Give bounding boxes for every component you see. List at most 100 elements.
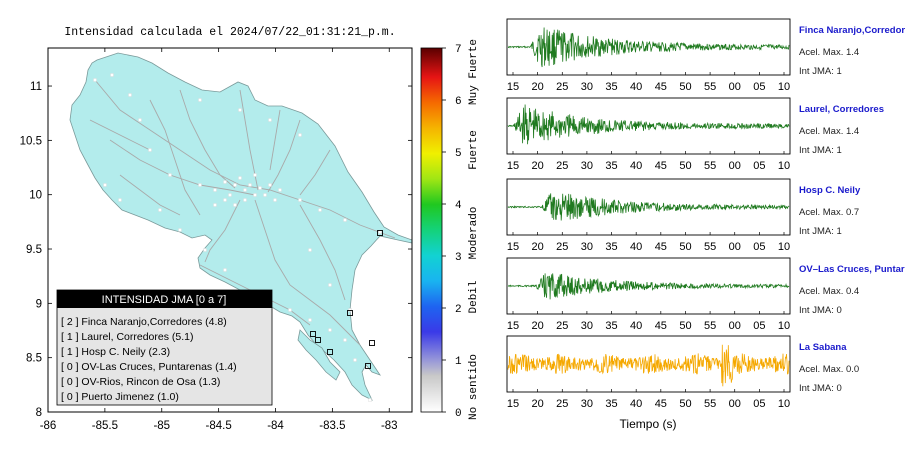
station-marker <box>315 337 321 343</box>
town-marker <box>343 338 347 342</box>
seismogram-trace <box>507 344 790 387</box>
town-marker <box>298 133 302 137</box>
town-marker <box>308 318 312 322</box>
seismogram-tick-label: 15 <box>507 160 519 172</box>
colorbar-label: Moderado <box>468 207 480 260</box>
seismogram-xlabel: Tiempo (s) <box>620 417 677 431</box>
seismogram-tick-label: 30 <box>581 81 593 93</box>
colorbar-ticks: 0 1 2 3 4 5 6 7 <box>442 44 462 420</box>
seismogram-tick-label: 00 <box>729 241 741 253</box>
seismogram-tick-label: 20 <box>532 241 544 253</box>
road <box>109 139 256 196</box>
town-marker <box>168 173 172 177</box>
seismogram-tick-label: 50 <box>679 81 691 93</box>
intensity-legend: INTENSIDAD JMA [0 a 7] [ 2 ] Finca Naran… <box>56 289 273 406</box>
legend-item: [ 0 ] OV-Rios, Rincon de Osa (1.3) <box>61 376 220 388</box>
seismogram-tick-label: 50 <box>679 160 691 172</box>
legend-box <box>56 289 273 406</box>
town-marker <box>228 193 232 197</box>
seismogram-tick-label: 05 <box>753 241 765 253</box>
town-marker <box>268 183 272 187</box>
town-marker <box>110 73 114 77</box>
colorbar-gradient <box>420 47 443 413</box>
seismogram-tick-label: 20 <box>532 398 544 410</box>
station-name: La Sabana <box>799 342 847 353</box>
station-markers <box>310 230 383 369</box>
seismogram-tick-label: 55 <box>704 320 716 332</box>
town-marker <box>243 188 247 192</box>
road <box>299 204 346 301</box>
seismogram-tick-label: 50 <box>679 241 691 253</box>
seismogram-tick-label: 55 <box>704 81 716 93</box>
seismogram-tick-label: 30 <box>581 398 593 410</box>
seismogram-panels: 15 20 25 30 35 40 45 50 55 00 05 10 Finca Naranjo,Co… <box>506 18 905 410</box>
colorbar-tick-label: 6 <box>455 96 462 108</box>
seismogram-tick-label: 35 <box>605 320 617 332</box>
town-marker <box>238 176 242 180</box>
seismogram-panel: 15 20 25 30 35 40 45 50 55 00 05 10 La Sabana Acel. M… <box>506 335 859 410</box>
seismogram-tick-label: 10 <box>778 160 790 172</box>
seismogram-tick-label: 00 <box>729 398 741 410</box>
latitude-axis: 11 10.5 10 9.5 9 8.5 8 <box>20 81 412 419</box>
seismogram-tick-label: 35 <box>605 398 617 410</box>
town-marker <box>343 218 347 222</box>
town-marker <box>103 183 107 187</box>
town-marker <box>288 308 292 312</box>
station-marker <box>369 340 375 346</box>
seismogram-tick-label: 45 <box>655 241 667 253</box>
town-marker <box>258 186 262 190</box>
town-marker <box>348 308 352 312</box>
seismogram-tick-label: 10 <box>778 241 790 253</box>
colorbar-tick-label: 3 <box>455 252 462 264</box>
seismogram-tick-label: 20 <box>532 81 544 93</box>
seismogram-tick-label: 25 <box>556 81 568 93</box>
station-accel: Acel. Max. 0.7 <box>799 207 859 218</box>
station-jma: Int JMA: 1 <box>799 145 842 156</box>
station-marker <box>365 363 371 369</box>
seismogram-tick-label: 00 <box>729 320 741 332</box>
seismogram-tick-label: 20 <box>532 320 544 332</box>
station-marker <box>377 230 383 236</box>
town-marker <box>138 118 142 122</box>
seismogram-tick-label: 55 <box>704 241 716 253</box>
costa-rica-land <box>69 52 413 401</box>
colorbar-label: Fuerte <box>468 130 480 170</box>
road <box>119 174 181 216</box>
lat-tick-label: 10 <box>29 190 42 202</box>
town-marker <box>203 248 207 252</box>
seismogram-tick-label: 55 <box>704 398 716 410</box>
seismogram-tick-label: 45 <box>655 320 667 332</box>
seismogram-tick-label: 15 <box>507 81 519 93</box>
seismogram-panel: 15 20 25 30 35 40 45 50 55 00 05 10 Finca Naranjo,Co… <box>506 18 905 93</box>
longitude-axis: -86 -85.5 -85 -84.5 -84 -83.5 -83 <box>40 48 398 432</box>
station-marker <box>327 349 333 355</box>
lon-tick-label: -85 <box>153 420 170 432</box>
map-frame <box>47 47 413 413</box>
colorbar-tick-label: 2 <box>455 304 462 316</box>
legend-item: [ 0 ] OV-Las Cruces, Puntarenas (1.4) <box>61 361 237 373</box>
seismogram-tick-label: 40 <box>630 160 642 172</box>
road-network <box>89 79 396 346</box>
road <box>269 109 281 171</box>
station-name: OV–Las Cruces, Puntar <box>799 264 905 275</box>
town-marker <box>318 208 322 212</box>
seismogram-tick-label: 00 <box>729 81 741 93</box>
colorbar-tick-label: 1 <box>455 356 462 368</box>
town-marker <box>93 78 97 82</box>
town-marker <box>118 198 122 202</box>
legend-item: [ 0 ] Puerto Jimenez (1.0) <box>61 391 179 403</box>
lon-tick-label: -84.5 <box>206 420 232 432</box>
station-jma: Int JMA: 0 <box>799 383 842 394</box>
station-marker <box>310 331 316 337</box>
colorbar-tick-label: 4 <box>455 200 462 212</box>
legend-item: [ 2 ] Finca Naranjo,Corredores (4.8) <box>61 316 227 328</box>
station-jma: Int JMA: 0 <box>799 305 842 316</box>
lat-tick-label: 10.5 <box>20 135 42 147</box>
town-marker <box>148 148 152 152</box>
station-accel: Acel. Max. 1.4 <box>799 126 859 137</box>
seismogram-trace <box>507 193 790 221</box>
road <box>94 79 396 239</box>
colorbar-tick-label: 0 <box>455 408 462 420</box>
station-accel: Acel. Max. 0.4 <box>799 286 859 297</box>
